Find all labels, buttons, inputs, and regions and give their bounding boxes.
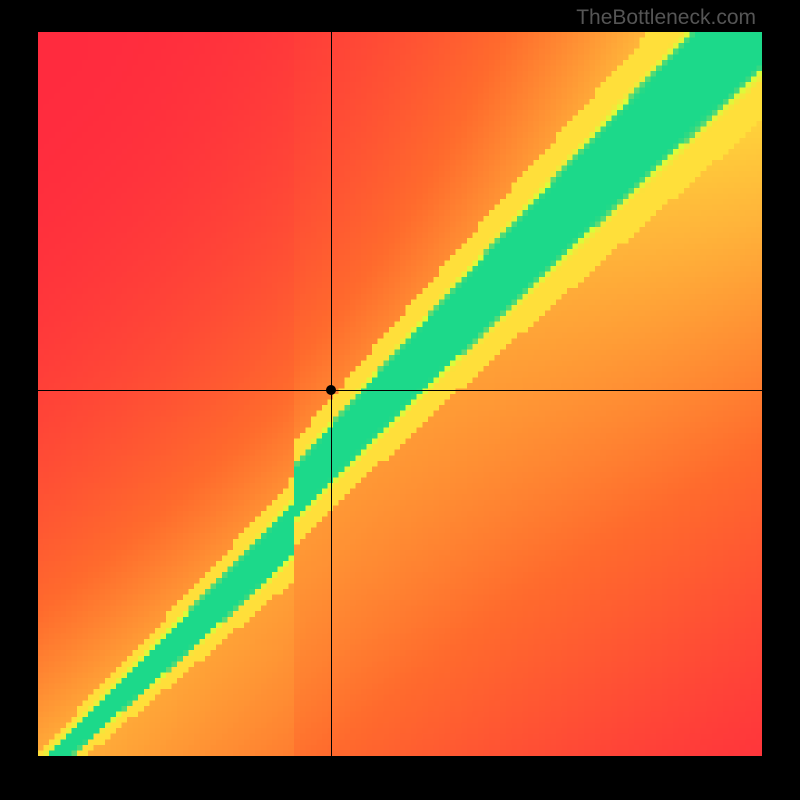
heatmap-plot bbox=[38, 32, 762, 756]
watermark-text: TheBottleneck.com bbox=[576, 6, 756, 30]
crosshair-marker bbox=[326, 385, 336, 395]
crosshair-horizontal bbox=[38, 390, 762, 391]
heatmap-canvas bbox=[38, 32, 762, 756]
